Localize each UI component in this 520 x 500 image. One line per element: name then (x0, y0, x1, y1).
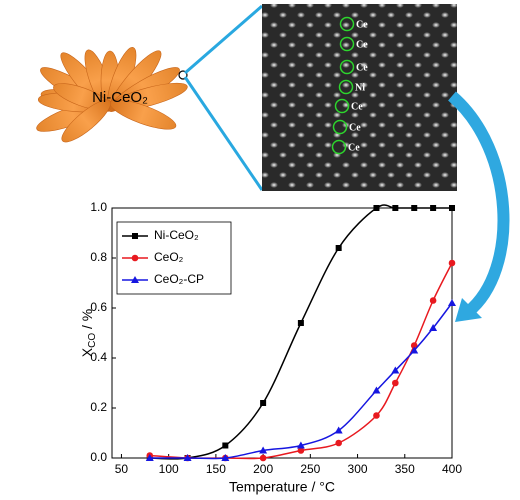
legend-label: Ni-CeO₂ (154, 228, 199, 242)
y-tick-label: 0.6 (90, 300, 107, 314)
marker (296, 441, 305, 449)
marker (449, 205, 455, 211)
series-line (149, 302, 453, 460)
y-axis-label-part: / % (79, 309, 95, 333)
y-tick-label: 0.2 (90, 400, 107, 414)
flower-label: Ni-CeO₂ (92, 89, 148, 106)
marker (392, 205, 399, 211)
legend-marker (131, 276, 139, 283)
tem-image (262, 4, 457, 191)
atom-label: Ce (356, 19, 368, 30)
marker (145, 454, 154, 461)
atom-label: Ce (349, 122, 361, 133)
y-tick-label: 1.0 (90, 200, 107, 214)
series-line (149, 262, 453, 460)
y-axis-label-part: X (79, 347, 95, 357)
y-tick-label: 0.0 (90, 450, 107, 464)
flower-illustration (36, 47, 188, 143)
atom-label: Ce (356, 62, 368, 73)
atom-labels: Ce Ce Ce Ni Ce Ce Ce (331, 16, 368, 155)
marker (391, 366, 400, 374)
marker (410, 342, 418, 349)
marker (448, 299, 456, 306)
chart: 50 100 150 200 250 300 350 400 0.0 0.2 0.4 0.6 0.8 1.… (79, 200, 463, 495)
y-axis-label: XCO / % (79, 309, 98, 357)
marker (429, 324, 438, 331)
marker (260, 400, 267, 406)
marker (297, 447, 305, 454)
atom-label: Ni (355, 82, 365, 93)
legend-label: CeO₂-CP (154, 272, 204, 286)
x-tick-label: 200 (253, 462, 273, 476)
x-tick-label: 300 (348, 462, 368, 476)
marker (335, 245, 342, 251)
atom-circle (334, 98, 350, 114)
atom-circle (331, 139, 347, 155)
marker (259, 454, 267, 462)
x-tick-label: 50 (115, 462, 129, 476)
marker (334, 426, 343, 434)
legend-label: CeO₂ (154, 250, 184, 264)
atom-label: Ce (348, 142, 360, 153)
atom-label: Ce (356, 39, 368, 50)
marker (410, 346, 419, 354)
series-line (149, 204, 452, 460)
marker (297, 320, 304, 326)
legend-marker (132, 233, 138, 239)
marker (430, 205, 437, 211)
marker (335, 439, 342, 447)
legend-marker (131, 254, 139, 262)
zoom-line (184, 4, 263, 75)
atom-circle (332, 119, 348, 135)
marker (392, 379, 399, 387)
marker (373, 205, 380, 211)
x-axis-label: Temperature / °C (229, 479, 335, 495)
x-tick-label: 400 (442, 462, 462, 476)
marker (448, 259, 456, 267)
atom-circle (339, 59, 355, 75)
x-tick-label: 250 (300, 462, 320, 476)
plot-frame (111, 207, 453, 459)
marker (183, 454, 192, 461)
marker (259, 446, 268, 454)
flow-arrow (448, 91, 510, 317)
x-tick-label: 150 (206, 462, 226, 476)
marker (222, 442, 229, 449)
flow-arrow-head (455, 298, 482, 322)
x-tick-label: 100 (159, 462, 179, 476)
petal (61, 99, 111, 143)
marker (411, 205, 418, 211)
y-axis-label-part: CO (87, 333, 98, 348)
marker (373, 412, 380, 419)
legend-box (116, 221, 232, 295)
x-tick-label: 350 (395, 462, 415, 476)
y-tick-label: 0.4 (90, 350, 107, 364)
marker (429, 297, 437, 304)
atom-circle (339, 16, 355, 32)
y-tick-label: 0.8 (90, 250, 107, 264)
marker (221, 454, 230, 461)
zoom-line (183, 76, 264, 191)
atom-label: Ce (351, 101, 363, 112)
zoom-marker (178, 70, 188, 80)
atom-circle (338, 79, 354, 95)
marker (372, 386, 381, 394)
atom-circle (339, 36, 355, 52)
